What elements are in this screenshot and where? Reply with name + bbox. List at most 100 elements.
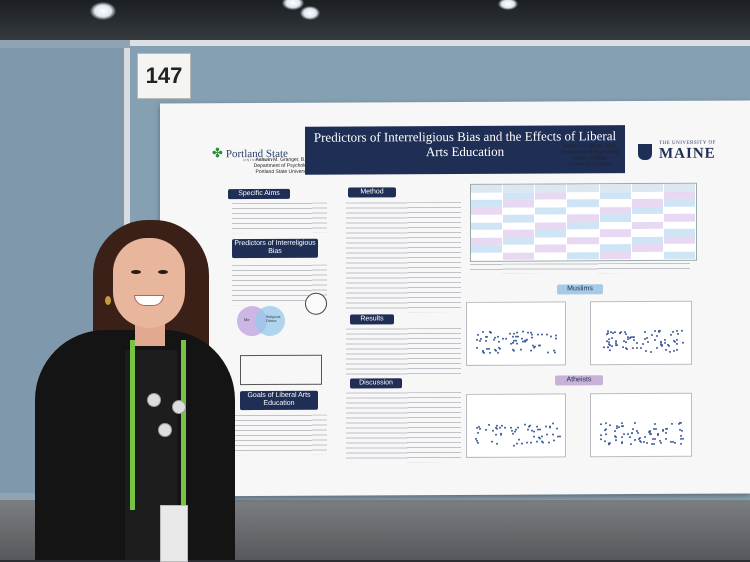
scatter-point	[664, 431, 667, 434]
scatter-point	[553, 351, 556, 354]
scatter-point	[541, 435, 544, 438]
table-cell	[663, 213, 696, 222]
table-cell	[535, 206, 568, 215]
scatter-point	[520, 442, 523, 445]
table-cell	[663, 251, 696, 259]
scatter-point	[501, 424, 504, 427]
earring	[105, 296, 111, 305]
scatter-point	[555, 334, 558, 337]
scatter-point	[620, 435, 623, 438]
scatter-point	[626, 347, 629, 350]
table-cell	[599, 206, 632, 215]
scatter-point	[497, 335, 500, 338]
venn-label-self: Me	[244, 317, 250, 323]
section-header-atheists: Atheists	[555, 375, 603, 386]
scatter-point	[536, 441, 539, 444]
scatter-point	[475, 426, 478, 429]
scatter-point	[530, 429, 533, 432]
scatter-point	[512, 332, 515, 335]
scatter-point	[652, 428, 655, 431]
scatter-point	[665, 348, 668, 351]
name-badge	[160, 505, 188, 562]
scatter-point	[614, 439, 617, 442]
scatter-point	[663, 341, 666, 344]
scatter-point	[611, 345, 614, 348]
scatter-point	[608, 343, 611, 346]
scatter-point	[681, 342, 684, 345]
table-cell	[663, 206, 696, 214]
scatter-point	[599, 423, 602, 426]
table-cell	[471, 252, 504, 260]
scatter-point	[475, 338, 478, 341]
scatter-point	[604, 440, 607, 443]
scatter-point	[516, 342, 519, 345]
scatter-point	[638, 437, 641, 440]
ceiling-light	[498, 0, 518, 10]
table-cell	[631, 191, 664, 200]
scatter-point	[651, 334, 654, 337]
scatter-point	[531, 336, 534, 339]
presenter-eye-right	[158, 270, 168, 274]
scatter-point	[629, 436, 632, 439]
scatter-point	[607, 338, 610, 341]
scatter-point	[508, 332, 511, 335]
scatter-point	[477, 425, 480, 428]
globe-icon	[305, 292, 327, 315]
table-cell	[535, 214, 568, 223]
table-cell	[631, 236, 664, 245]
results-text	[346, 327, 461, 377]
scatter-point	[481, 330, 484, 333]
scatter-point	[529, 424, 532, 427]
scatter-point	[515, 339, 518, 342]
scatter-point	[527, 428, 530, 431]
table-cell	[535, 229, 568, 238]
scatter-point	[677, 332, 680, 335]
scatter-point	[618, 332, 621, 335]
scatter-point	[498, 341, 501, 344]
venn-label-others: Religious Others	[266, 314, 281, 323]
scatter-point	[527, 332, 530, 335]
scatter-point	[606, 330, 609, 333]
plot-atheists-line	[466, 393, 566, 458]
scatter-point	[642, 440, 645, 443]
table-cell	[471, 214, 504, 223]
scatter-point	[541, 333, 544, 336]
scatter-point	[622, 345, 625, 348]
scatter-point	[488, 423, 491, 426]
scatter-point	[640, 347, 643, 350]
scatter-point	[638, 440, 641, 443]
scatter-point	[654, 422, 657, 426]
booth-number: 147	[145, 63, 183, 88]
table-cell	[599, 184, 632, 192]
section-header-goals: Goals of Liberal Arts Education	[240, 390, 318, 411]
scatter-point	[620, 441, 623, 444]
table-cell	[631, 228, 664, 237]
scatter-point	[603, 346, 606, 349]
scatter-point	[609, 349, 612, 352]
plot-muslims-line	[466, 301, 566, 366]
table-cell	[471, 192, 504, 200]
table-cell	[471, 222, 504, 230]
plot-atheists-heat	[590, 392, 692, 458]
scatter-point	[489, 352, 492, 355]
scatter-point	[604, 433, 607, 436]
table-cell	[503, 252, 536, 260]
scatter-point	[517, 439, 520, 442]
scatter-point	[671, 440, 674, 443]
scatter-point	[477, 431, 480, 434]
table-cell	[471, 199, 504, 208]
scatter-point	[491, 440, 494, 443]
scatter-point	[530, 441, 533, 444]
scatter-point	[606, 345, 609, 348]
section-header-predictors: Predictors of Interreligious Bias	[232, 238, 318, 259]
scatter-point	[644, 349, 647, 352]
table-cell	[631, 243, 664, 252]
scatter-point	[477, 333, 480, 336]
scatter-point	[613, 430, 616, 433]
scatter-point	[520, 348, 523, 351]
table-cell	[599, 191, 632, 200]
scatter-point	[547, 351, 550, 354]
table-cell	[567, 184, 600, 192]
scatter-point	[649, 351, 652, 354]
scatter-point	[680, 434, 683, 437]
